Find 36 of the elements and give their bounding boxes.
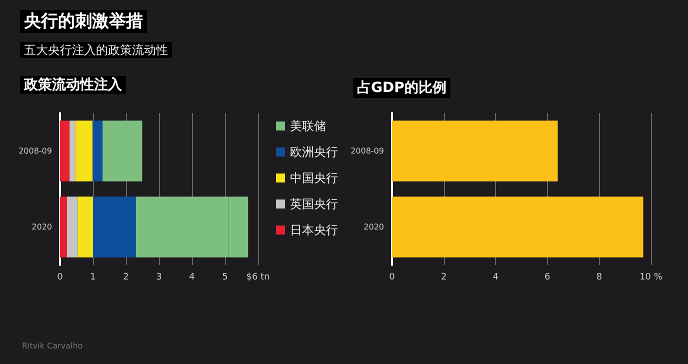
legend-label: 美联储	[290, 119, 326, 133]
bar	[60, 196, 67, 258]
bar	[60, 120, 70, 182]
legend-label: 欧洲央行	[290, 145, 338, 159]
x-tick-label: 2	[123, 272, 129, 282]
bar	[102, 120, 142, 182]
x-tick-label: 8	[596, 272, 602, 282]
chart-title: 占GDP的比例	[357, 80, 446, 96]
bar	[66, 196, 78, 258]
x-tick-label: 3	[156, 272, 162, 282]
x-tick-label: 6	[544, 272, 551, 282]
x-tick-label: 1	[90, 272, 96, 282]
bar	[75, 120, 93, 182]
y-tick-label: 2020	[364, 222, 384, 232]
bar	[92, 120, 103, 182]
legend-label: 日本央行	[290, 223, 338, 237]
x-tick-label: 0	[57, 272, 64, 282]
x-tick-label: 4	[492, 272, 499, 282]
text: Ritvik Carvalho	[22, 342, 83, 350]
y-tick-label: 2008-09	[18, 146, 52, 156]
bar	[70, 120, 76, 182]
x-tick-label: 4	[189, 272, 196, 282]
legend-label: 英国央行	[290, 197, 338, 211]
x-tick-label: 0	[389, 272, 396, 282]
y-tick-label: 2020	[32, 222, 52, 232]
legend-label: 中国央行	[290, 171, 338, 185]
chart-title: 央行的刺激举措	[23, 12, 143, 32]
bar	[93, 196, 136, 258]
x-tick-label: 10 %	[640, 272, 663, 282]
bar	[78, 196, 93, 258]
x-tick-label: $6 tn	[246, 272, 270, 282]
text: 政策流动性注入	[23, 76, 123, 93]
chart-subtitle: 五大央行注入的政策流动性	[24, 43, 168, 57]
x-tick-label: 2	[440, 272, 447, 282]
x-tick-label: 5	[222, 272, 228, 282]
y-tick-label: 2008-09	[350, 146, 384, 156]
